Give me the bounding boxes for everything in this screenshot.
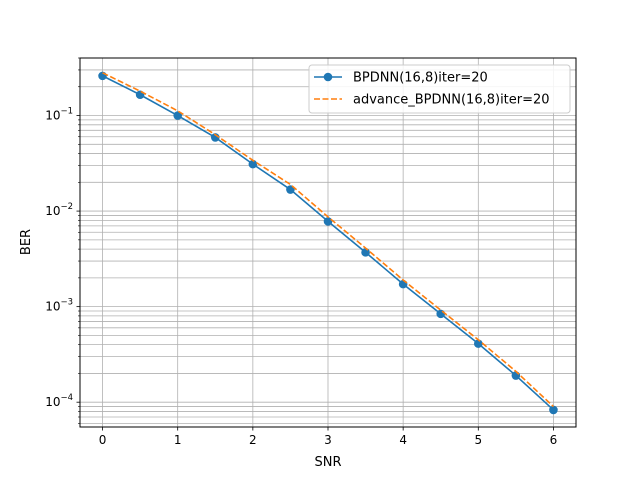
legend-label-1: BPDNN(16,8)iter=20 <box>353 71 488 86</box>
data-point <box>474 339 483 348</box>
x-tick-label: 5 <box>474 433 482 447</box>
x-axis-label: SNR <box>314 455 341 470</box>
legend-swatch-marker-1 <box>323 72 333 82</box>
y-tick-label: 10−1 <box>45 107 73 123</box>
data-point <box>436 309 446 319</box>
x-tick-label: 2 <box>249 433 257 447</box>
legend: BPDNN(16,8)iter=20 advance_BPDNN(16,8)ite… <box>308 64 571 114</box>
data-point <box>173 111 182 120</box>
data-point <box>135 90 145 100</box>
y-tick-label: 10−3 <box>45 298 73 314</box>
y-axis-label: BER <box>19 229 34 255</box>
x-tick-label: 1 <box>174 433 182 447</box>
data-point <box>248 159 258 169</box>
data-point <box>511 371 521 380</box>
y-tick-label: 10−2 <box>45 202 73 218</box>
data-point <box>323 217 333 226</box>
data-point <box>286 185 295 194</box>
x-axis-ticks: 0 1 2 3 4 5 6 <box>99 427 558 447</box>
legend-label-2: advance_BPDNN(16,8)iter=20 <box>353 93 550 108</box>
y-tick-label: 10−4 <box>45 393 73 409</box>
x-tick-label: 0 <box>99 433 107 447</box>
y-axis-ticks: 10−1 10−2 10−3 10−4 <box>45 57 80 424</box>
x-tick-label: 3 <box>324 433 332 447</box>
x-tick-label: 6 <box>550 433 558 447</box>
legend-box <box>308 64 571 114</box>
data-point <box>398 279 408 289</box>
data-point <box>361 248 370 257</box>
data-point <box>549 405 558 415</box>
series-layer <box>98 71 558 415</box>
x-tick-label: 4 <box>399 433 407 447</box>
series-line-2 <box>102 72 554 408</box>
